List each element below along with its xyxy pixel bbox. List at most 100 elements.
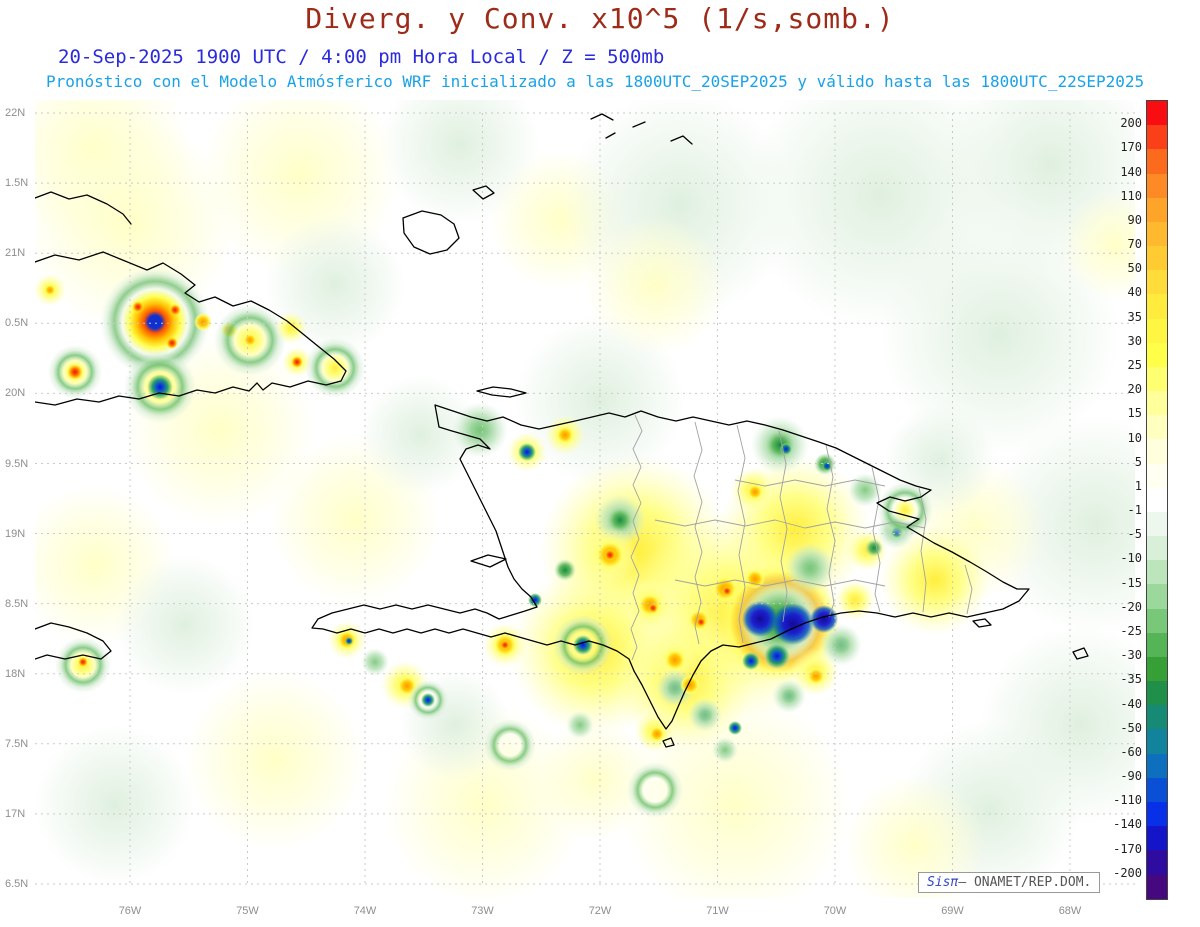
colorbar-segment	[1147, 391, 1167, 416]
colorbar-segment	[1147, 584, 1167, 609]
colorbar-tick-label: 110	[1120, 188, 1142, 203]
lat-label: 19N	[5, 527, 26, 540]
colorbar-segment	[1147, 415, 1167, 440]
islands-turks-caicos	[590, 113, 693, 145]
island-great-inagua	[402, 210, 460, 255]
lon-label: 76W	[118, 905, 142, 917]
colorbar-tick-label: 30	[1127, 333, 1142, 348]
island-little-inagua	[472, 185, 495, 200]
colorbar-tick-label: 25	[1127, 358, 1142, 372]
colorbar	[1146, 100, 1168, 900]
colorbar-tick-label: -25	[1120, 624, 1142, 638]
colorbar-tick-label: -40	[1120, 696, 1142, 711]
colorbar-tick-label: -5	[1127, 527, 1142, 542]
colorbar-tick-label: -20	[1120, 599, 1142, 614]
colorbar-tick-label: -15	[1120, 575, 1142, 590]
island-tortuga	[476, 386, 527, 398]
colorbar-tick-label: -110	[1113, 793, 1142, 808]
colorbar-tick-label: 90	[1127, 212, 1142, 227]
colorbar-tick-label: 20	[1127, 382, 1142, 397]
coastline-hispaniola	[311, 404, 1030, 730]
colorbar-tick-label: 35	[1127, 309, 1142, 324]
colorbar-segment	[1147, 850, 1167, 875]
lon-label: 70W	[823, 905, 847, 917]
lat-label: 9.5N	[5, 457, 29, 470]
colorbar-segment	[1147, 536, 1167, 561]
map-canvas	[35, 100, 1135, 898]
colorbar-tick-label: -200	[1113, 865, 1142, 880]
colorbar-segment	[1147, 753, 1167, 778]
lat-label: 21N	[5, 247, 26, 260]
colorbar-segment	[1147, 801, 1167, 827]
colorbar-segment	[1147, 366, 1167, 392]
province-line	[871, 466, 881, 613]
colorbar-segment	[1147, 101, 1167, 126]
colorbar-segment	[1147, 125, 1167, 150]
colorbar-segment	[1147, 705, 1167, 730]
island-beata	[662, 737, 675, 748]
colorbar-tick-label: -35	[1120, 672, 1142, 687]
lat-label: 20N	[5, 387, 26, 400]
lat-label: 18N	[5, 667, 26, 680]
attribution-org: — ONAMET/REP.DOM.	[958, 875, 1092, 890]
colorbar-segment	[1147, 318, 1167, 343]
map-plot: Sisπ— ONAMET/REP.DOM.	[35, 100, 1135, 898]
colorbar-tick-label: 70	[1127, 237, 1142, 252]
colorbar-segment	[1147, 874, 1167, 899]
attribution-box: Sisπ— ONAMET/REP.DOM.	[918, 872, 1101, 893]
colorbar-tick-label: 170	[1120, 140, 1142, 155]
coastline-cuba-north-fragment	[35, 191, 132, 225]
colorbar-segment	[1147, 511, 1167, 537]
colorbar-tick-label: 5	[1134, 454, 1142, 469]
colorbar-segment	[1147, 656, 1167, 682]
colorbar-segment	[1147, 608, 1167, 633]
chart-datetime-line: 20-Sep-2025 1900 UTC / 4:00 pm Hora Loca…	[58, 46, 665, 68]
colorbar-segment	[1147, 777, 1167, 802]
lon-label: 68W	[1058, 905, 1082, 917]
lon-label: 72W	[588, 905, 612, 917]
island-gonave	[470, 554, 507, 568]
colorbar-segment	[1147, 270, 1167, 295]
colorbar-tick-label: 15	[1127, 406, 1142, 421]
colorbar-segment	[1147, 173, 1167, 198]
grid-lines	[35, 112, 1135, 885]
colorbar-tick-label: 50	[1127, 261, 1142, 276]
colorbar-segment	[1147, 294, 1167, 319]
province-line	[654, 519, 926, 529]
lon-label: 73W	[471, 905, 494, 917]
colorbar-tick-label: 200	[1120, 116, 1142, 131]
province-line	[736, 424, 746, 644]
colorbar-tick-label: -140	[1113, 817, 1142, 832]
colorbar-tick-label: 1	[1134, 478, 1142, 493]
lon-label: 71W	[706, 905, 729, 917]
lon-label: 74W	[353, 905, 377, 917]
province-line	[964, 564, 973, 615]
coastline-jamaica	[35, 622, 112, 660]
colorbar-segment	[1147, 221, 1167, 247]
colorbar-tick-label: -10	[1120, 551, 1142, 566]
lat-label: 7.5N	[5, 737, 29, 750]
colorbar-segment	[1147, 632, 1167, 657]
coastline-cuba	[35, 251, 347, 406]
island-mona	[1072, 647, 1089, 660]
lon-label: 75W	[236, 905, 259, 917]
lon-label: 69W	[941, 905, 964, 917]
attribution-brand: Sisπ	[927, 875, 959, 890]
province-line	[734, 479, 886, 487]
colorbar-tick-label: -50	[1120, 720, 1142, 735]
colorbar-tick-label: -1	[1127, 503, 1142, 518]
colorbar-segment	[1147, 560, 1167, 585]
colorbar-segment	[1147, 439, 1167, 464]
colorbar-segment	[1147, 463, 1167, 488]
divergence-field	[35, 100, 1135, 898]
province-line	[825, 444, 836, 618]
province-line	[674, 579, 886, 587]
colorbar-segment	[1147, 246, 1167, 271]
colorbar-tick-label: 40	[1127, 285, 1142, 300]
lat-label: 8.5N	[5, 597, 29, 610]
province-line	[778, 430, 788, 623]
colorbar-segment	[1147, 729, 1167, 754]
chart-title: Diverg. y Conv. x10^5 (1/s,somb.)	[305, 2, 895, 35]
lat-label: 1.5N	[5, 177, 29, 190]
